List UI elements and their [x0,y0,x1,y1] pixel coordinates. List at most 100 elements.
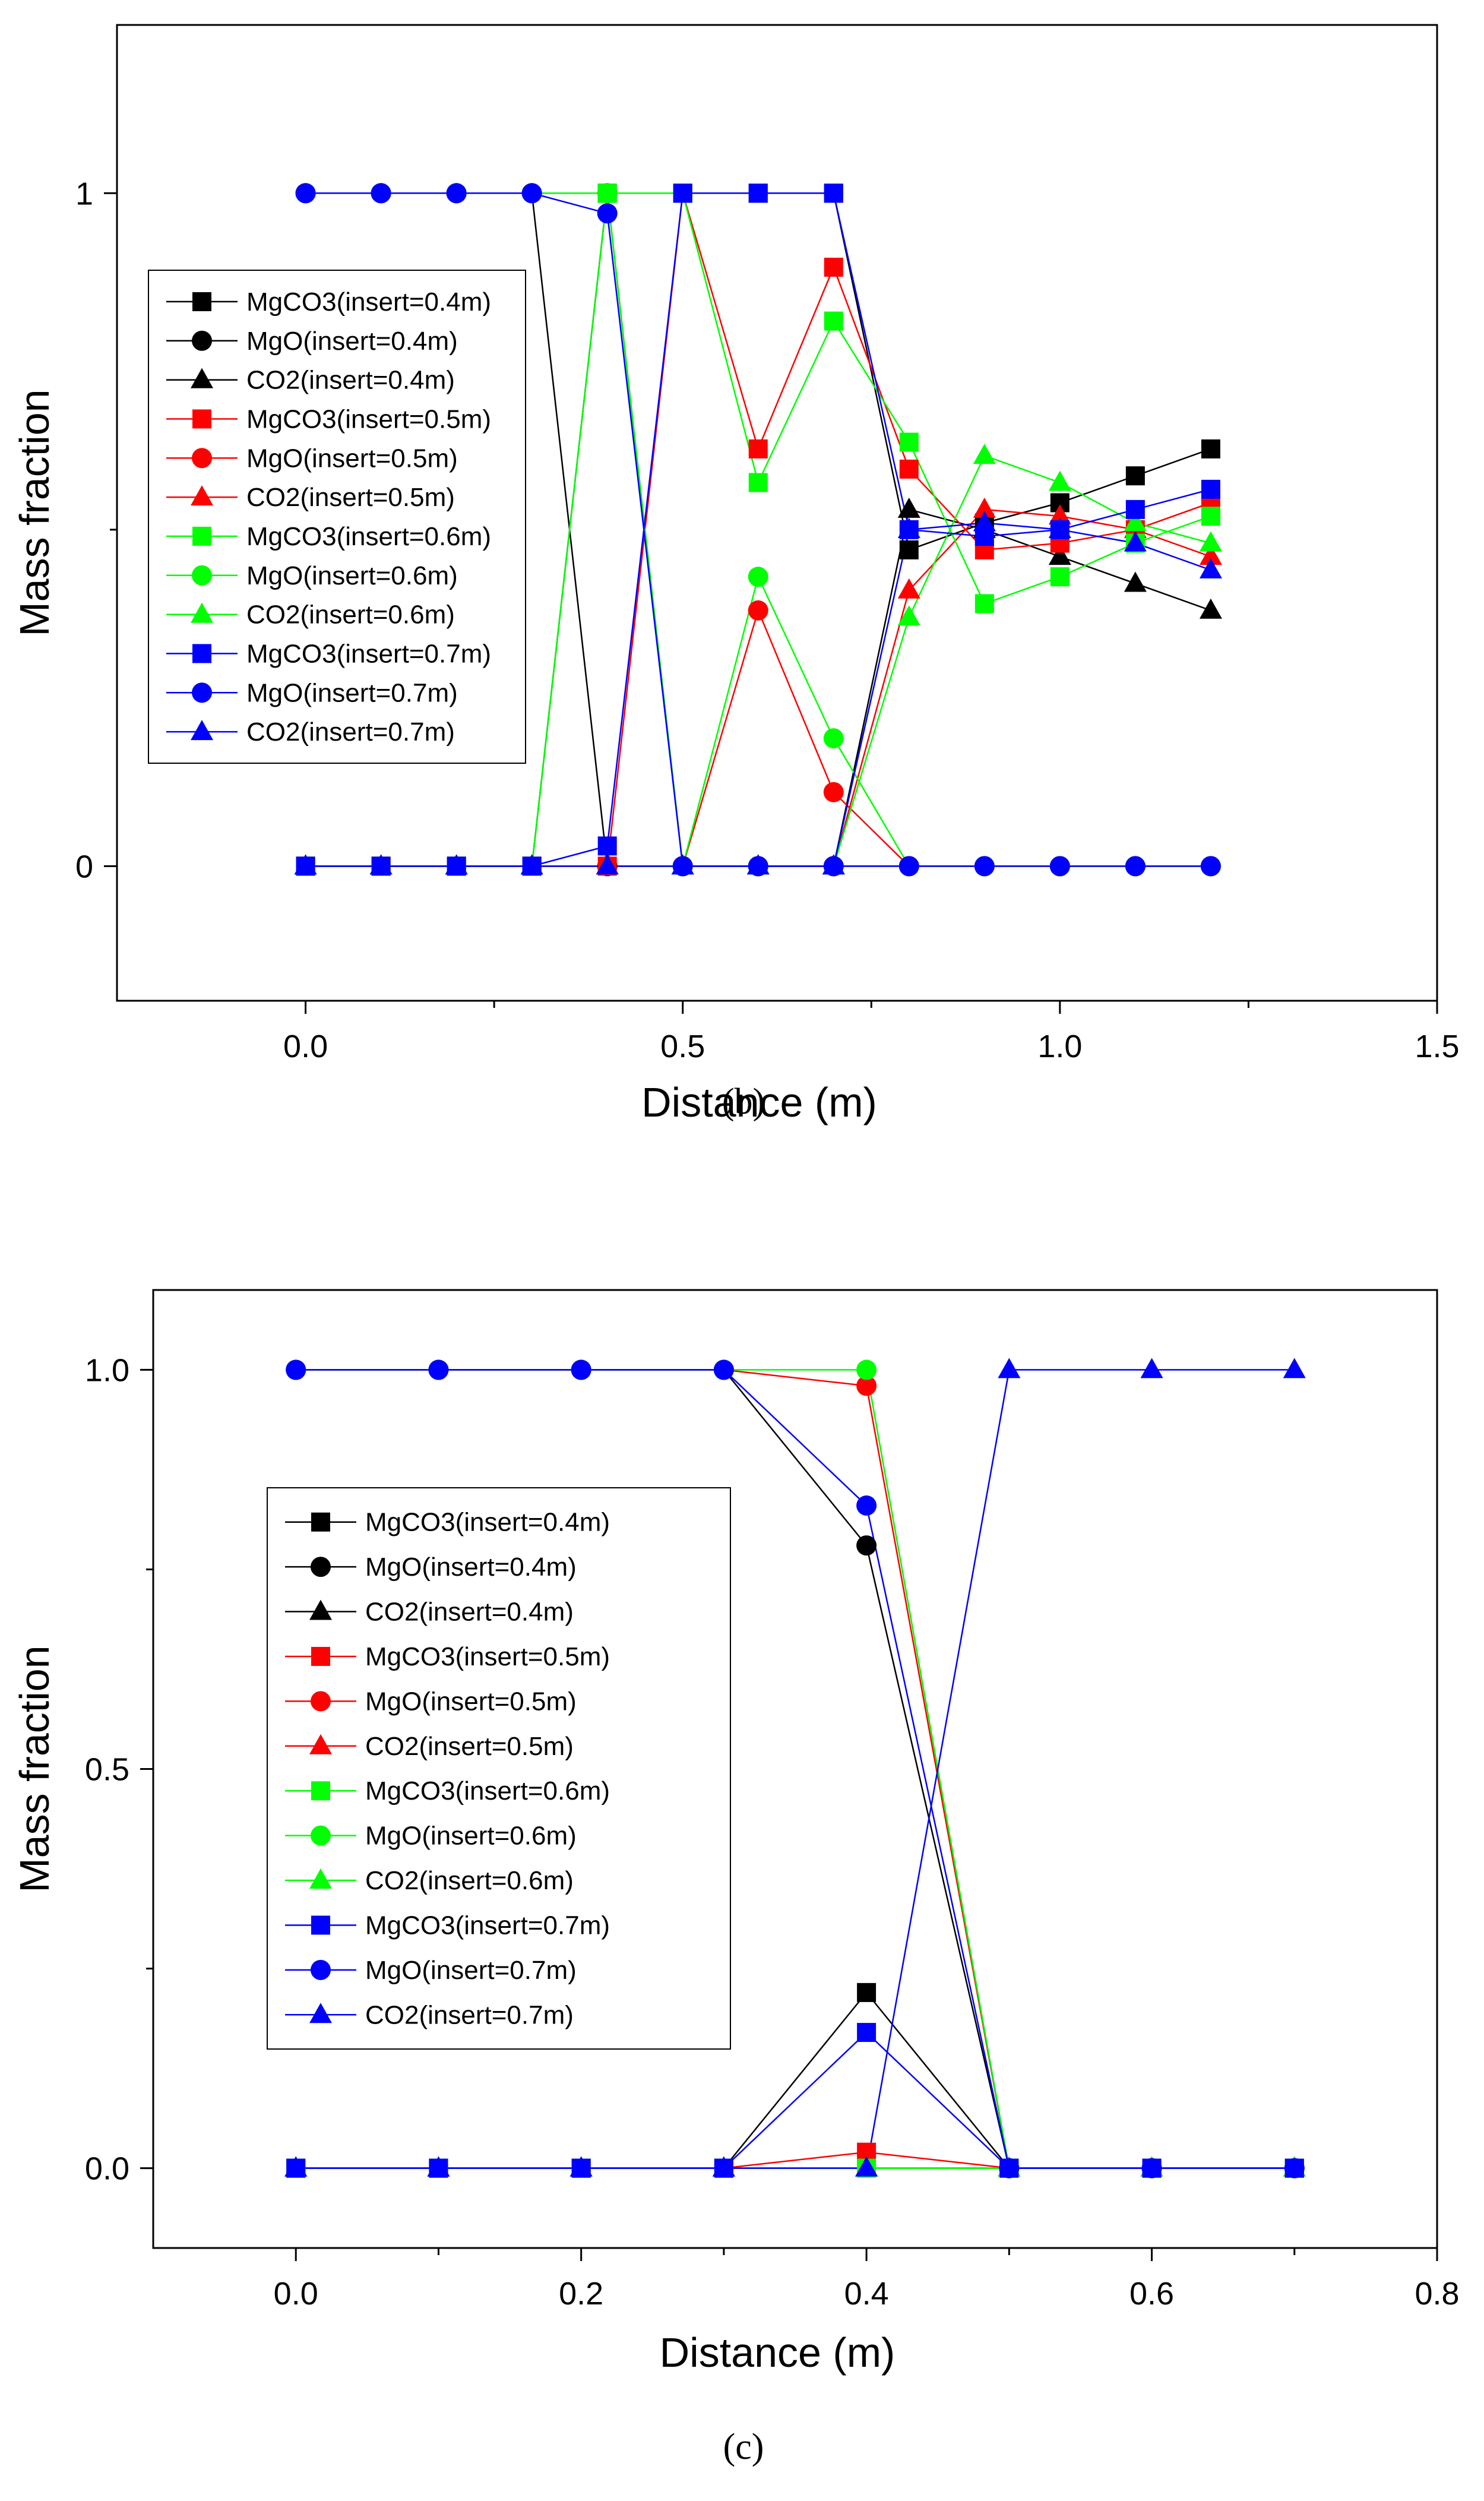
data-point [1048,517,1071,538]
data-point [1048,545,1071,565]
chart-panel-b: 0.0 0.5 1.0 1.5 0 1 Distance (m) Mass fraction (… [11,24,1460,1125]
legend-label: MgCO3(insert=0.6m) [246,522,491,551]
data-point [671,854,694,875]
series-line [296,1369,1295,2169]
x-tick-label: 1.5 [1415,1029,1459,1064]
data-point [856,1359,877,1380]
y-tick-label: 1.0 [85,1352,129,1388]
legend-box [267,1487,731,2050]
legend-marker [311,1825,331,1846]
data-point [1125,856,1146,877]
panel-label: (b) [722,1082,765,1122]
data-point [428,1359,449,1380]
data-point [1199,531,1222,552]
data-point [974,856,995,877]
data-point [748,439,768,459]
data-point [855,2156,878,2177]
legend-marker [311,1915,330,1935]
y-tick-label: 0.0 [85,2151,129,2187]
x-tick-label: 0.0 [283,1029,328,1064]
data-point [1284,2158,1305,2179]
legend-label: CO2(insert=0.5m) [246,483,455,512]
data-point [571,1359,591,1380]
data-point [294,854,317,875]
data-point [897,497,920,518]
legend-marker [191,720,213,741]
legend-marker [191,368,213,388]
legend-label: MgO(insert=0.7m) [246,678,458,707]
legend-marker [191,485,213,506]
data-point [824,257,843,277]
data-point [856,1535,877,1556]
legend-label: CO2(insert=0.7m) [246,717,455,747]
legend-label: CO2(insert=0.7m) [365,2000,574,2029]
data-point [973,511,996,532]
data-point [597,836,617,856]
data-point [856,1376,877,1396]
legend: MgCO3(insert=0.4m) MgO(insert=0.4m) CO2(in… [148,270,526,764]
data-point [371,183,391,204]
legend-marker [311,1512,330,1532]
data-point [824,184,843,203]
data-point [1050,567,1070,587]
data-point [897,517,920,538]
data-point [823,728,844,749]
legend-marker [309,1868,332,1889]
data-point [286,1359,306,1380]
legend-label: CO2(insert=0.5m) [365,1732,574,1761]
legend-label: CO2(insert=0.4m) [246,366,455,395]
legend-marker [309,1599,332,1620]
data-point [1125,466,1145,486]
data-point [1199,598,1222,619]
y-axis-title: Mass fraction [11,1645,58,1892]
legend-label: MgCO3(insert=0.7m) [246,639,491,668]
data-point [899,432,919,452]
data-point [597,183,618,204]
data-point [520,854,543,875]
data-point [899,540,919,559]
plot-frame [116,24,1438,1002]
y-tick-label: 1 [75,176,93,211]
data-point [569,2156,593,2177]
legend-label: MgCO3(insert=0.7m) [365,1911,610,1940]
data-point [748,600,768,621]
legend-label: MgCO3(insert=0.6m) [365,1776,610,1806]
y-tick-label: 0.5 [85,1752,129,1788]
y-tick-label: 0 [75,849,93,884]
data-point [1141,2158,1162,2179]
data-point [596,854,619,875]
series-layer [294,183,1222,877]
data-point [445,854,468,875]
data-point [857,2023,877,2042]
data-point [748,473,768,492]
legend-marker [192,565,212,586]
legend-label: MgO(insert=0.5m) [246,444,458,473]
data-point [998,1358,1021,1378]
x-axis-title: Distance (m) [641,1079,877,1125]
data-point [748,184,768,203]
data-point [748,567,768,587]
data-point [897,605,920,626]
legend-marker [191,602,213,623]
legend-marker [311,1781,330,1801]
data-point [899,459,919,479]
legend-marker [309,1734,332,1754]
legend-label: MgO(insert=0.4m) [246,327,458,356]
legend-label: MgO(insert=0.7m) [365,1956,577,1985]
legend-label: CO2(insert=0.6m) [365,1866,574,1895]
data-point [746,854,770,875]
data-point [446,183,467,204]
data-point [974,594,994,614]
x-tick-label: 0.0 [274,2276,318,2312]
legend-label: MgCO3(insert=0.4m) [365,1508,610,1537]
series-layer [284,1358,1306,2179]
data-point [427,2156,450,2177]
data-point [822,854,845,875]
legend-label: CO2(insert=0.4m) [365,1598,574,1627]
data-point [1200,856,1221,877]
data-point [898,856,919,877]
data-point [1048,504,1071,525]
data-point [1124,531,1147,552]
legend-marker [311,1557,331,1577]
